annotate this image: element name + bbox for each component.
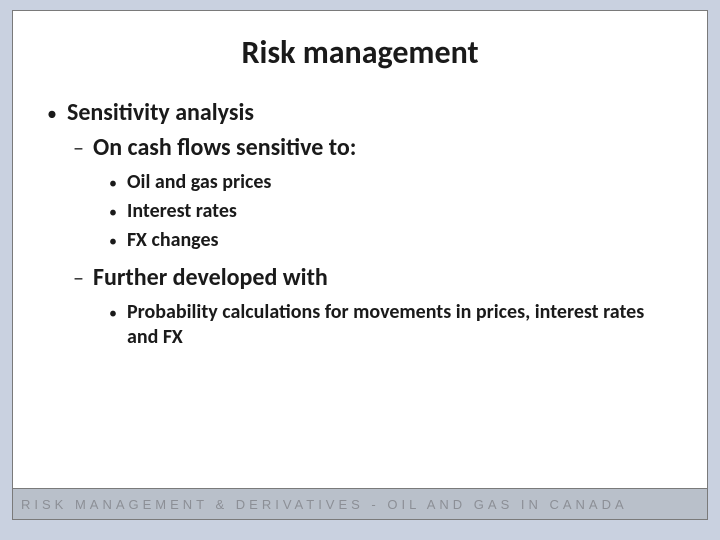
bullet-text: Probability calculations for movements i…: [127, 300, 667, 350]
list-item: • Probability calculations for movements…: [109, 300, 679, 350]
bullet-list-lvl1: • Sensitivity analysis – On cash flows s…: [47, 98, 679, 350]
bullet-icon: •: [109, 234, 127, 250]
footer-strip: RISK MANAGEMENT & DERIVATIVES - OIL AND …: [12, 488, 708, 520]
bullet-list-lvl2: – On cash flows sensitive to: • Oil and …: [73, 133, 679, 350]
bullet-icon: •: [47, 104, 67, 124]
bullet-text: Oil and gas prices: [127, 170, 271, 195]
list-item: – On cash flows sensitive to: • Oil and …: [73, 133, 679, 253]
list-item: • FX changes: [109, 228, 679, 253]
bullet-icon: •: [109, 306, 127, 322]
bullet-icon: •: [109, 205, 127, 221]
bullet-text: FX changes: [127, 228, 219, 253]
slide-title: Risk management: [41, 33, 679, 72]
bullet-text: Further developed with: [93, 263, 328, 292]
footer-text: RISK MANAGEMENT & DERIVATIVES - OIL AND …: [21, 497, 628, 512]
list-item: • Interest rates: [109, 199, 679, 224]
list-item: • Oil and gas prices: [109, 170, 679, 195]
bullet-list-lvl3: • Oil and gas prices • Interest rates: [109, 170, 679, 253]
list-item: • Sensitivity analysis – On cash flows s…: [47, 98, 679, 350]
dash-icon: –: [73, 134, 93, 161]
slide: Risk management • Sensitivity analysis –…: [0, 0, 720, 540]
bullet-text: Sensitivity analysis: [67, 98, 254, 127]
bullet-text: On cash flows sensitive to:: [93, 133, 356, 162]
bullet-icon: •: [109, 176, 127, 192]
bullet-text: Interest rates: [127, 199, 237, 224]
list-item: – Further developed with • Probability c…: [73, 263, 679, 350]
content-panel: Risk management • Sensitivity analysis –…: [12, 10, 708, 488]
dash-icon: –: [73, 264, 93, 291]
bullet-list-lvl3: • Probability calculations for movements…: [109, 300, 679, 350]
